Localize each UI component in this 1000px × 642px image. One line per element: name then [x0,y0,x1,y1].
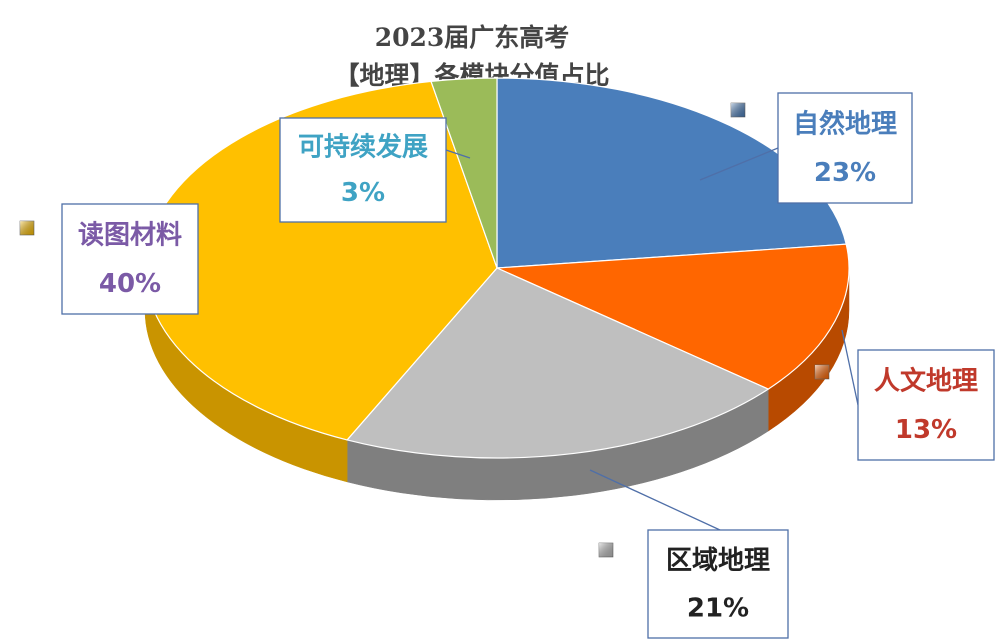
slice-4-label: 读图材料 [78,221,182,251]
slice-2-callout: 人文地理 13% [857,349,995,461]
slice-3-leader-line [589,469,721,531]
slice-1-callout-box [777,92,913,204]
slice-1-label: 自然地理 [793,109,897,140]
slice-5-callout: 可持续发展 3% [279,117,447,223]
slice-1-callout: 自然地理 23% [777,92,913,204]
legend-marker-3-shade [599,543,613,557]
slice-3-top [346,267,770,459]
slice-5-callout-box [279,117,447,223]
slice-1-top [496,77,847,269]
slice-4-percent-label: 40% [99,269,161,299]
slice-2-callout-box [857,349,995,461]
pie-top-faces [144,77,850,459]
legend-marker-2-shade [815,365,829,379]
leader-lines [445,147,859,531]
slice-3-label: 区域地理 [666,546,770,576]
slice-5-leader-line [445,149,471,159]
slice-1-percent-label: 23% [814,158,876,188]
slice-5-percent-label: 3% [341,178,385,208]
slice-2-percent-label: 13% [895,415,957,445]
slice-2-top [496,243,850,390]
legend-marker-1-shade [731,103,745,117]
legend-marker-4-shade [20,221,34,235]
slice-5-label: 可持续发展 [298,131,428,162]
slice-2-label: 人文地理 [874,366,978,397]
data-label-callouts: 自然地理 23% 人文地理 13% 区域地理 21% 读图材料 40% 可持续发展 3% [61,92,995,639]
slice-3-percent-label: 21% [687,593,749,623]
slice-5-top [430,77,498,269]
slice-4-callout-box [61,203,199,315]
slice-1-leader-line [699,147,779,181]
chart-title: 2023届广东高考 [375,23,570,52]
legend-markers [19,102,830,558]
slice-3-callout: 区域地理 21% [647,529,789,639]
slice-3-callout-box [647,529,789,639]
slice-2-leader-line [841,329,859,406]
slice-4-callout: 读图材料 40% [61,203,199,315]
